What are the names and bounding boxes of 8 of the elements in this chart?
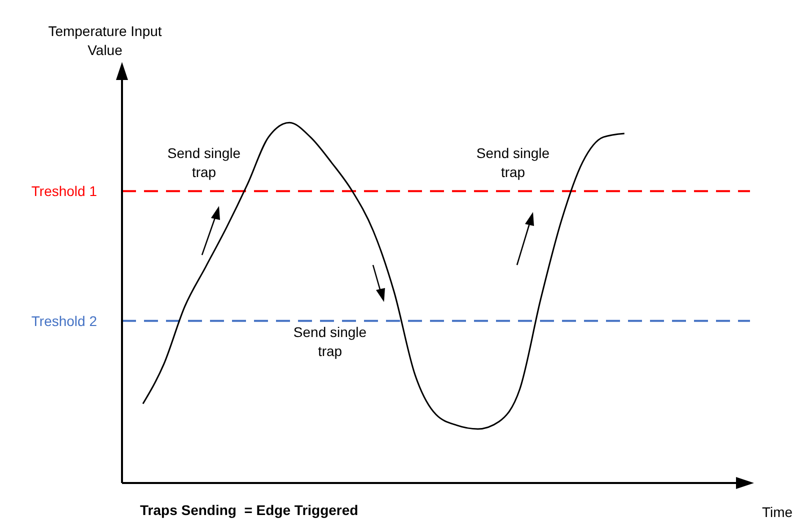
x-axis-title: Time xyxy=(762,504,793,520)
annotation: Send single trap xyxy=(166,144,242,182)
y-axis-title: Temperature Input Value xyxy=(47,22,163,60)
ref-line-label: Treshold 2 xyxy=(31,312,98,329)
text: Traps Sending = Edge Triggered xyxy=(140,501,360,520)
annotation: Send single trap xyxy=(475,144,551,182)
annotation: Send single trap xyxy=(292,323,368,361)
ref-line-label: Treshold 1 xyxy=(31,183,98,200)
